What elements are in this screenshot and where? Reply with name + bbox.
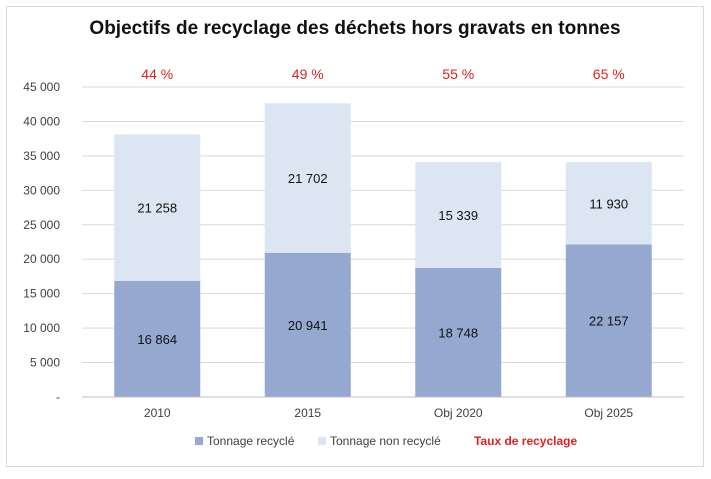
- y-tick-label: 20 000: [23, 252, 60, 266]
- data-label: 18 748: [438, 325, 478, 340]
- data-label: 16 864: [137, 332, 177, 347]
- x-category-label: 2015: [294, 406, 321, 420]
- bar-non-recycled: [114, 134, 201, 281]
- bar-non-recycled: [565, 162, 652, 245]
- bars: [114, 103, 652, 397]
- bar-recycled: [114, 280, 201, 397]
- x-category-label: Obj 2020: [434, 406, 483, 420]
- legend-swatch-non-recycled: [318, 437, 326, 445]
- y-tick-label: 30 000: [23, 183, 60, 197]
- x-axis-categories: 2010 2015 Obj 2020 Obj 2025: [144, 406, 634, 420]
- recycling-rate-label: 49 %: [292, 66, 324, 82]
- x-category-label: 2010: [144, 406, 171, 420]
- y-tick-label: 25 000: [23, 218, 60, 232]
- y-tick-label: 10 000: [23, 321, 60, 335]
- y-tick-label: 40 000: [23, 114, 60, 128]
- bar-non-recycled: [264, 103, 351, 253]
- bar-recycled: [415, 267, 502, 397]
- data-label: 21 702: [288, 171, 328, 186]
- y-tick-label: 5 000: [30, 356, 60, 370]
- legend-swatch-recycled: [195, 437, 203, 445]
- y-axis-ticks: - 5 000 10 000 15 000 20 000 25 000 30 000 35 0…: [23, 80, 60, 404]
- data-label: 22 157: [589, 314, 629, 329]
- legend: Tonnage recyclé Tonnage non recyclé Taux…: [195, 434, 577, 448]
- recycling-rate-labels: 44 % 49 % 55 % 65 %: [141, 66, 624, 82]
- bar-recycled: [565, 244, 652, 397]
- legend-label-recycled: Tonnage recyclé: [207, 434, 295, 448]
- data-label: 21 258: [137, 201, 177, 216]
- recycling-rate-label: 55 %: [442, 66, 474, 82]
- y-tick-label: 45 000: [23, 80, 60, 94]
- recycling-rate-label: 44 %: [141, 66, 173, 82]
- bar-recycled: [264, 252, 351, 397]
- data-label: 11 930: [589, 196, 628, 211]
- data-label: 15 339: [438, 208, 478, 223]
- y-tick-label: 15 000: [23, 287, 60, 301]
- legend-label-recycling-rate: Taux de recyclage: [474, 434, 577, 448]
- bar-non-recycled: [415, 162, 502, 268]
- y-tick-label: 35 000: [23, 149, 60, 163]
- data-labels: 16 864 21 258 20 941 21 702 18 748 15 339 22 1…: [137, 171, 628, 347]
- y-tick-label: -: [56, 390, 60, 404]
- legend-label-non-recycled: Tonnage non recyclé: [330, 434, 441, 448]
- x-category-label: Obj 2025: [584, 406, 633, 420]
- recycling-rate-label: 65 %: [593, 66, 625, 82]
- data-label: 20 941: [288, 318, 328, 333]
- chart-title: Objectifs de recyclage des déchets hors …: [89, 18, 620, 39]
